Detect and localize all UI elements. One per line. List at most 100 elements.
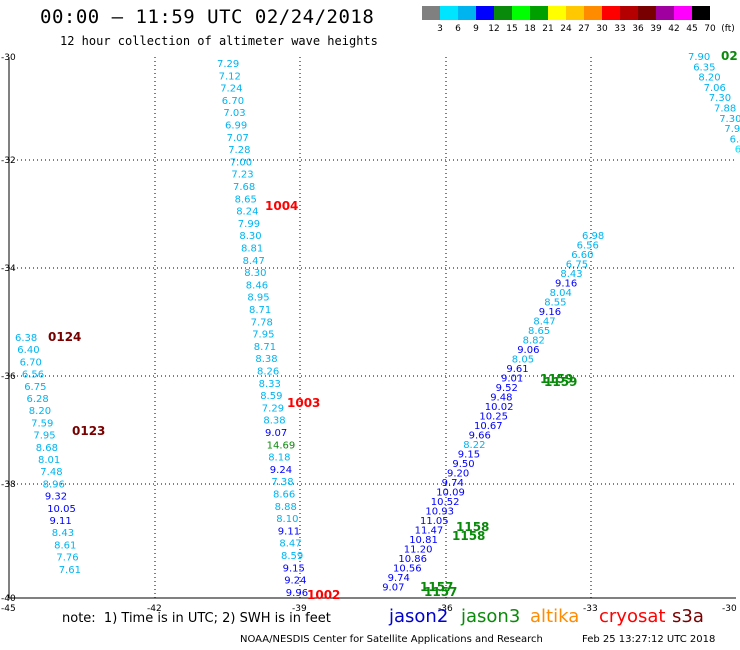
swh-value: 8.88 [275, 502, 297, 513]
map-title: 00:00 – 11:59 UTC 02/24/2018 [40, 6, 375, 28]
swh-value: 8.47 [533, 317, 555, 328]
swh-value: 8.30 [239, 231, 261, 242]
scale-label: 39 [650, 24, 662, 34]
swh-value: 7.48 [40, 467, 62, 478]
swh-value: 8.47 [279, 539, 301, 550]
swh-value: 8.95 [247, 293, 269, 304]
swh-value: 9.20 [447, 469, 469, 480]
scale-swatch [530, 6, 548, 20]
map-subtitle: 12 hour collection of altimeter wave hei… [60, 34, 378, 48]
swh-value: 6.98 [582, 231, 604, 242]
lat-tick-label: -40 [1, 594, 16, 604]
footer-note: note: 1) Time is in UTC; 2) SWH is in fe… [62, 611, 331, 626]
lon-tick-label: -36 [438, 604, 453, 614]
lat-tick-label: -38 [1, 480, 16, 490]
swh-value: 9.74 [388, 573, 410, 584]
legend-altika: altika [530, 606, 580, 627]
swh-value: 9.96 [286, 588, 308, 599]
swh-value: 7.95 [33, 431, 55, 442]
swh-value: 8.38 [255, 354, 277, 365]
scale-label: 36 [632, 24, 644, 34]
swh-value: 7.00 [230, 157, 252, 168]
swh-value: 8.18 [268, 453, 290, 464]
swh-value: 8.96 [43, 479, 65, 490]
swh-value: 7.95 [252, 330, 274, 341]
pass-label: 1002 [307, 588, 340, 602]
swh-value: 9.01 [501, 374, 523, 385]
swh-value: 9.16 [555, 279, 577, 290]
lat-tick-label: -34 [1, 264, 16, 274]
swh-value: 6.60 [571, 250, 593, 261]
swh-value: 6.40 [17, 345, 39, 356]
swh-value: 6.56 [22, 370, 44, 381]
swh-value: 10.81 [409, 535, 438, 546]
swh-value: 8.66 [273, 490, 295, 501]
swh-value: 7.30 [719, 114, 740, 125]
swh-value: 7.59 [31, 418, 53, 429]
swh-value: 8.43 [560, 269, 582, 280]
scale-label: 42 [668, 24, 680, 34]
scale-swatch [584, 6, 602, 20]
swh-value: 8.20 [29, 406, 51, 417]
swh-value: 10.67 [474, 421, 503, 432]
scale-label: 18 [524, 24, 536, 34]
lon-tick-label: -39 [292, 604, 307, 614]
swh-value: 7.9 [724, 124, 740, 135]
legend-s3a: s3a [672, 606, 704, 627]
swh-value: 6.38 [15, 333, 37, 344]
scale-label: 27 [578, 24, 590, 34]
swh-value: 8.43 [52, 528, 74, 539]
swh-value: 9.66 [469, 431, 491, 442]
swh-value: 8.26 [257, 367, 279, 378]
swh-value: 9.07 [265, 428, 287, 439]
swh-value: 8.22 [463, 440, 485, 451]
pass-label: 1159 [544, 375, 577, 389]
legend-cryosat: cryosat [599, 606, 666, 627]
scale-label: 12 [488, 24, 500, 34]
swh-value: 7.29 [262, 403, 284, 414]
scale-swatch [458, 6, 476, 20]
pass-label: 02 [721, 49, 738, 63]
pass-label: 1159 [540, 372, 573, 386]
swh-value: 9.07 [382, 583, 404, 594]
swh-value: 7.06 [704, 83, 726, 94]
scale-swatch [512, 6, 530, 20]
scale-swatch [620, 6, 638, 20]
pass-label: 1003 [287, 396, 320, 410]
scale-label: (ft) [721, 24, 735, 34]
swh-value: 8.47 [243, 256, 265, 267]
lat-tick-label: -32 [1, 156, 16, 166]
swh-value: 8.59 [281, 551, 303, 562]
generated-timestamp: Feb 25 13:27:12 UTC 2018 [582, 634, 716, 645]
swh-value: 6.70 [222, 96, 244, 107]
swh-value: 9.11 [278, 526, 300, 537]
swh-value: 11.20 [404, 545, 433, 556]
swh-value: 8.81 [241, 244, 263, 255]
swh-value: 10.93 [425, 507, 454, 518]
lon-tick-label: -33 [583, 604, 598, 614]
swh-value: 7.28 [228, 145, 250, 156]
scale-label: 33 [614, 24, 626, 34]
scale-label: 3 [437, 24, 443, 34]
scale-swatch [602, 6, 620, 20]
pass-label: 1157 [420, 580, 453, 594]
swh-value: 8.68 [36, 443, 58, 454]
swh-value: 10.02 [485, 402, 514, 413]
pass-label: 1158 [452, 529, 485, 543]
swh-value: 8.46 [246, 280, 268, 291]
scale-label: 45 [686, 24, 698, 34]
swh-value: 9.16 [539, 307, 561, 318]
swh-value: 9.15 [283, 563, 305, 574]
swh-value: 7.61 [59, 565, 81, 576]
swh-value: 10.25 [479, 412, 508, 423]
swh-value: 8.20 [698, 73, 720, 84]
legend-jason2: jason2 [389, 606, 449, 627]
swh-value: 9.61 [506, 364, 528, 375]
pass-label: 1004 [265, 199, 298, 213]
scale-label: 9 [473, 24, 479, 34]
scale-label: 6 [455, 24, 461, 34]
scale-swatch [674, 6, 692, 20]
swh-value: 6.70 [20, 357, 42, 368]
